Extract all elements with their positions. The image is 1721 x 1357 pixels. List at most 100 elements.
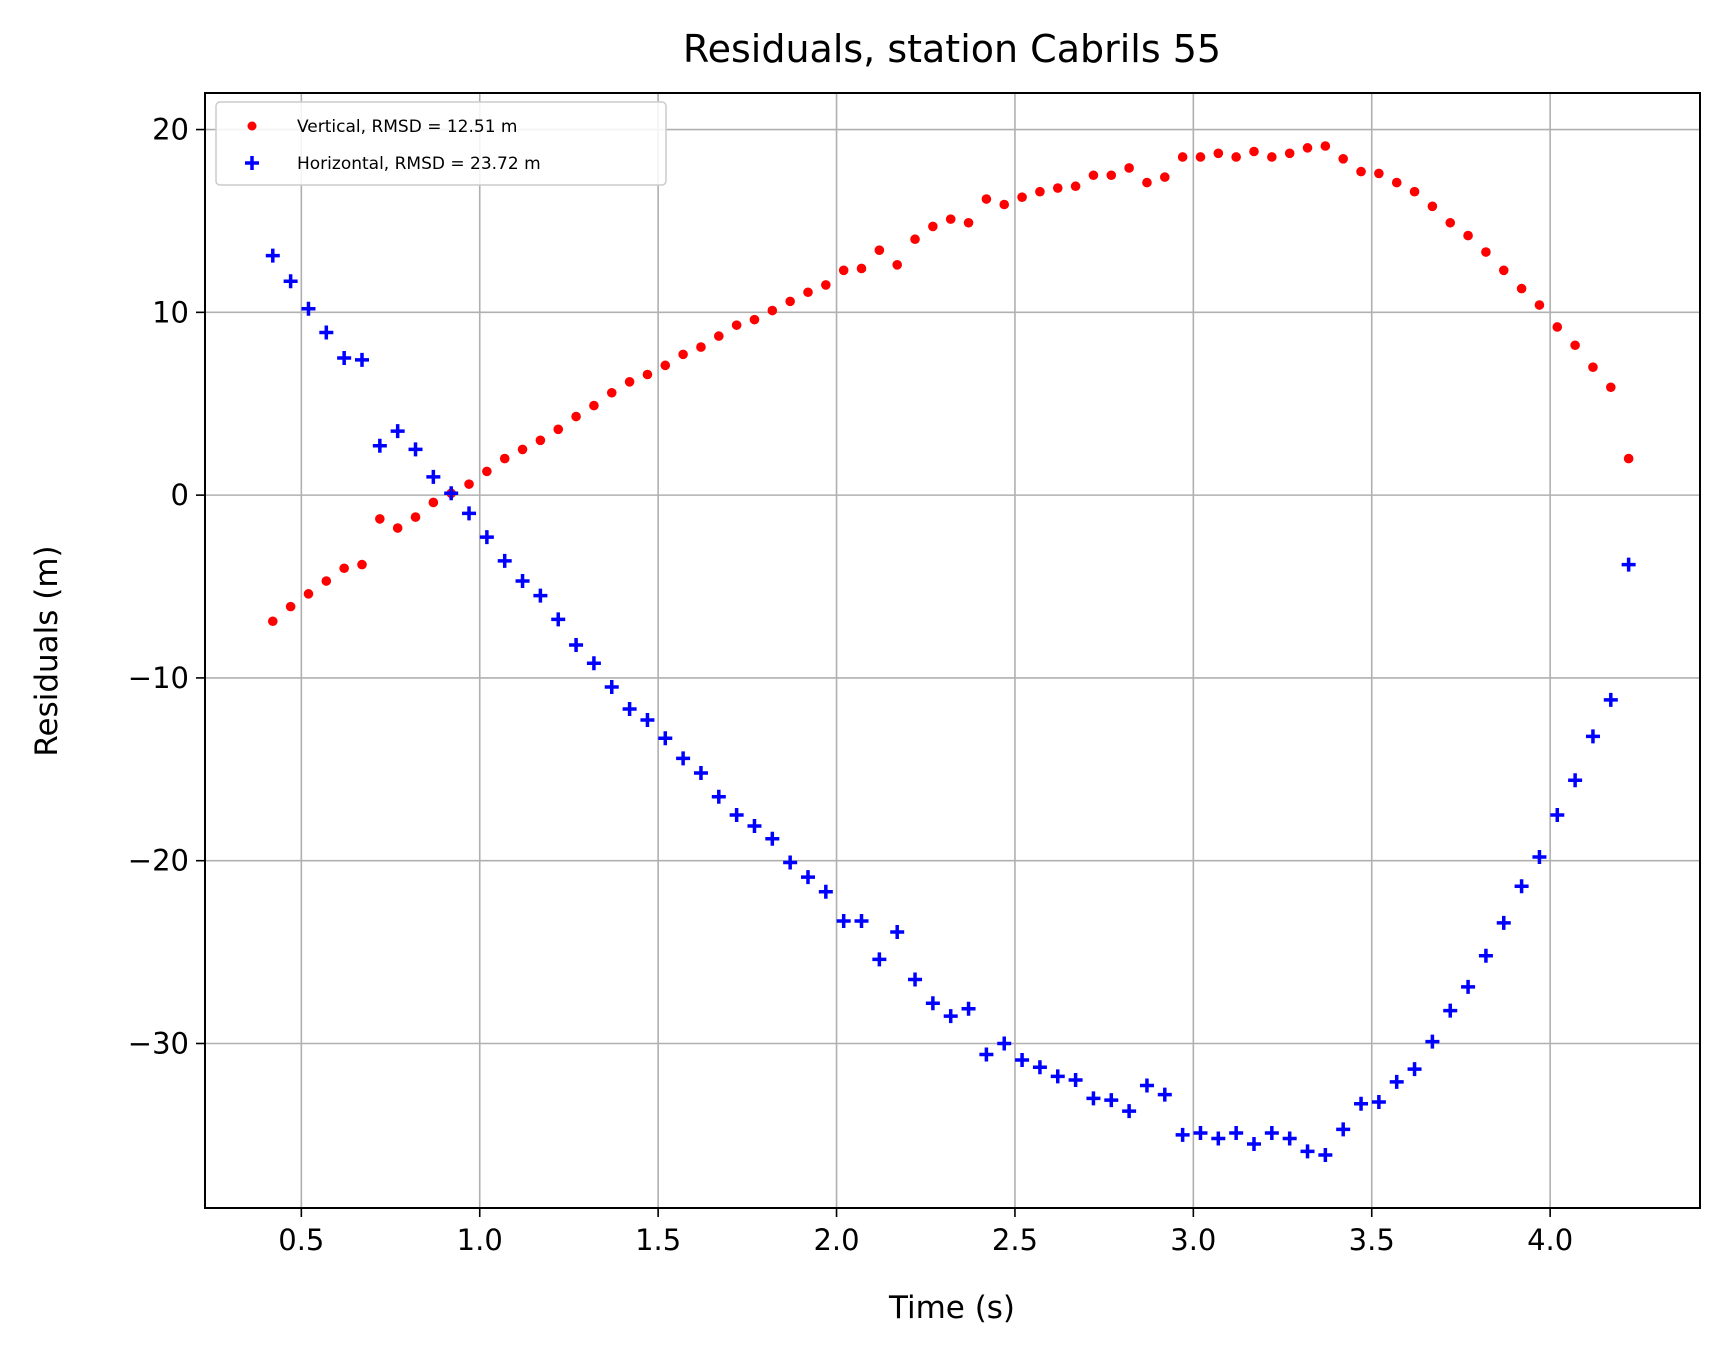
horizontal-point [551,612,566,627]
horizontal-point [997,1036,1012,1051]
horizontal-point [747,818,762,833]
vertical-point [1374,168,1384,179]
vertical-point [1534,300,1545,310]
horizontal-point [854,914,869,929]
legend: Vertical, RMSD = 12.51 m Horizontal, RMS… [215,101,667,186]
horizontal-point [693,765,708,780]
y-tick-label: −30 [128,1026,189,1060]
vertical-point [678,349,688,360]
horizontal-point [979,1047,994,1062]
vertical-point [838,265,849,276]
y-tick-label: −10 [128,661,189,695]
vertical-point [696,342,706,352]
vertical-point [1159,172,1170,182]
horizontal-point [462,506,477,521]
vertical-point [1427,201,1438,212]
vertical-point [963,217,974,228]
horizontal-point [1015,1052,1030,1067]
vertical-point [731,320,742,330]
x-tick-label: 3.5 [1349,1223,1395,1257]
horizontal-point [1068,1073,1083,1088]
horizontal-point [265,248,280,263]
horizontal-point [1621,557,1636,572]
vertical-point [1570,340,1580,351]
horizontal-point [1603,692,1618,707]
vertical-point [1552,322,1563,332]
vertical-point [499,453,510,464]
horizontal-point [1550,808,1565,823]
horizontal-point [1568,773,1583,788]
horizontal-point [1157,1087,1172,1102]
horizontal-point [1211,1131,1226,1146]
horizontal-point [390,424,405,439]
horizontal-point [1193,1126,1208,1141]
horizontal-point [1389,1074,1404,1089]
horizontal-point [961,1001,976,1016]
horizontal-point [1104,1093,1119,1108]
vertical-point [589,400,599,411]
vertical-point [1017,192,1027,202]
horizontal-point [372,438,387,453]
vertical-point [1142,177,1152,188]
vertical-point [1320,141,1331,151]
horizontal-point [569,638,584,653]
vertical-point [1267,152,1277,162]
vertical-point [1052,183,1063,193]
vertical-point [339,563,349,574]
horizontal-point [1300,1144,1315,1159]
horizontal-point [1371,1094,1386,1109]
vertical-point [1213,148,1224,159]
vertical-point [1302,143,1313,153]
vertical-point [267,616,278,627]
vertical-point [535,435,546,446]
horizontal-point [1032,1060,1047,1075]
vertical-point [910,234,920,245]
legend-box [215,101,667,186]
x-tick-label: 3.0 [1170,1223,1216,1257]
y-tick-label: 10 [152,295,189,329]
y-axis-title: Residuals (m) [29,545,65,756]
vertical-point [606,387,617,398]
legend-label-horizontal: Horizontal, RMSD = 23.72 m [297,154,541,174]
horizontal-point [586,656,601,671]
horizontal-point [658,731,673,746]
horizontal-point [1514,879,1529,894]
vertical-point [749,314,760,325]
vertical-point [571,411,581,422]
horizontal-point [783,855,798,870]
vertical-point [1035,186,1045,197]
vertical-point [713,331,724,341]
horizontal-point [1229,1126,1244,1141]
vertical-point [1463,230,1473,241]
horizontal-point [426,469,441,484]
vertical-point [981,194,992,204]
vertical-point [642,369,653,380]
x-axis: 0.5 1.0 1.5 2.0 2.5 3.0 3.5 4.0 [278,1208,1573,1257]
x-tick-label: 4.0 [1527,1223,1573,1257]
x-tick-label: 0.5 [278,1223,324,1257]
vertical-point [1588,362,1598,372]
legend-label-vertical: Vertical, RMSD = 12.51 m [297,117,518,137]
vertical-point [1409,186,1420,197]
vertical-point [1284,148,1295,159]
chart-title: Residuals, station Cabrils 55 [683,27,1221,71]
horizontal-point [836,914,851,929]
horizontal-point [354,352,369,367]
vertical-point [1498,265,1509,276]
y-axis: 20 10 0 −10 −20 −30 [128,113,205,1060]
x-tick-label: 1.5 [635,1223,681,1257]
horizontal-point [1050,1069,1065,1084]
horizontal-point [800,870,815,885]
vertical-point [767,305,778,316]
vertical-point [785,296,795,307]
vertical-point [1195,152,1206,162]
vertical-point [660,360,671,371]
series-horizontal [265,248,1636,1162]
horizontal-point [640,712,655,727]
vertical-point [1070,181,1081,192]
horizontal-point [408,442,423,457]
vertical-point [464,479,474,489]
horizontal-point [676,751,691,766]
horizontal-point [533,588,548,603]
x-tick-label: 2.5 [992,1223,1038,1257]
